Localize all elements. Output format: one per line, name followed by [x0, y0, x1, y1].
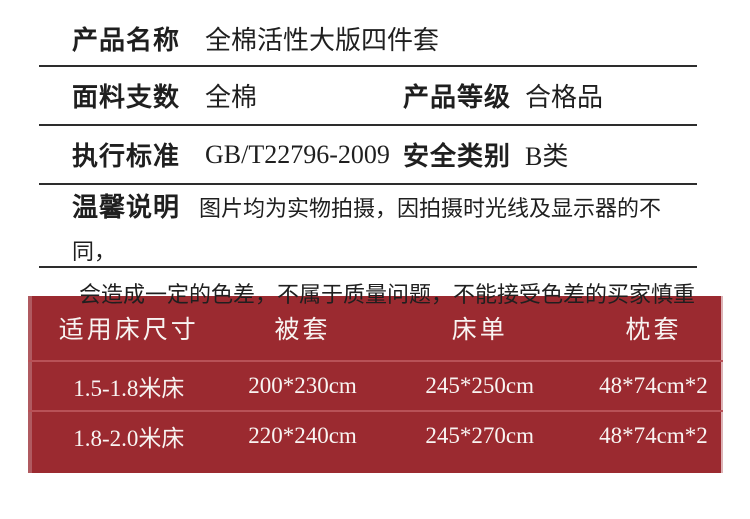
spec-label-product-name: 产品名称 [72, 26, 181, 55]
warm-note-line1: 图片均为实物拍摄，因拍摄时光线及显示器的不同， [72, 196, 662, 264]
cell-duvet-cover: 200*230cm [248, 373, 357, 398]
product-spec-sheet: 产品名称 全棉活性大版四件套 面料支数 全棉 产品等级 合格品 执行标准 GB/… [39, 0, 697, 307]
spec-label-fabric-count: 面料支数 [72, 83, 181, 112]
horizontal-divider [39, 183, 697, 185]
spec-value-product-name: 全棉活性大版四件套 [205, 26, 440, 55]
spec-value-product-grade: 合格品 [525, 83, 604, 112]
bed-size-table: 适用床尺寸 被套 床单 枕套 1.5-1.8米床 200*230cm 245*2… [28, 296, 723, 473]
table-row: 1.5-1.8米床 200*230cm 245*250cm 48*74cm*2 [28, 362, 723, 410]
spec-value-exec-standard: GB/T22796-2009 [205, 139, 390, 169]
spec-value-fabric-count: 全棉 [205, 83, 258, 112]
table-row-divider [28, 410, 723, 412]
cell-pillowcase: 48*74cm*2 [599, 423, 708, 448]
size-table-header-row: 适用床尺寸 被套 床单 枕套 [28, 296, 723, 360]
horizontal-divider [39, 124, 697, 126]
cell-bed-sheet: 245*250cm [425, 373, 535, 398]
spec-label-exec-standard: 执行标准 [72, 142, 181, 171]
cell-bed-size: 1.8-2.0米床 [73, 426, 185, 451]
header-cell-pillowcase: 枕套 [625, 317, 682, 344]
spec-label-safety-category: 安全类别 [403, 142, 512, 171]
spec-label-product-grade: 产品等级 [403, 83, 512, 112]
header-cell-duvet-cover: 被套 [274, 317, 331, 344]
table-row: 1.8-2.0米床 220*240cm 245*270cm 48*74cm*2 [28, 412, 723, 460]
warm-note-line2: 会造成一定的色差，不属于质量问题，不能接受色差的买家慎重 [79, 282, 696, 307]
spec-value-safety-category: B类 [525, 142, 569, 171]
horizontal-divider [39, 266, 697, 268]
spec-row-standard-safety: 执行标准 GB/T22796-2009 安全类别 B类 [39, 126, 697, 183]
warm-note-label: 温馨说明 [72, 193, 181, 222]
horizontal-divider [39, 65, 697, 67]
table-row-divider [28, 360, 723, 362]
header-cell-bed-size: 适用床尺寸 [58, 317, 199, 344]
cell-bed-sheet: 245*270cm [425, 423, 535, 448]
header-cell-bed-sheet: 床单 [451, 317, 508, 344]
spec-row-product-name: 产品名称 全棉活性大版四件套 [39, 0, 697, 65]
cell-bed-size: 1.5-1.8米床 [73, 376, 185, 401]
warm-note: 温馨说明 图片均为实物拍摄，因拍摄时光线及显示器的不同， 会造成一定的色差，不属于… [39, 185, 697, 307]
cell-duvet-cover: 220*240cm [248, 423, 357, 448]
spec-row-fabric-grade: 面料支数 全棉 产品等级 合格品 [39, 67, 697, 124]
cell-pillowcase: 48*74cm*2 [599, 373, 708, 398]
